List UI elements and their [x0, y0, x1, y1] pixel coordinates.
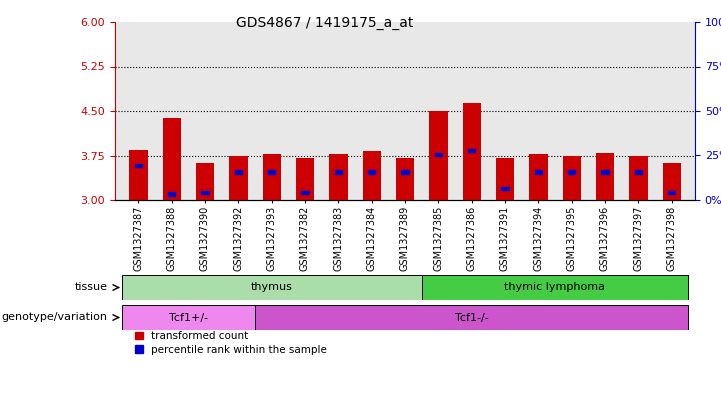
Bar — [135, 164, 142, 167]
Text: Tcf1+/-: Tcf1+/- — [169, 312, 208, 323]
Bar — [296, 158, 314, 200]
Bar — [501, 187, 509, 190]
Bar — [435, 153, 442, 156]
Legend: transformed count, percentile rank within the sample: transformed count, percentile rank withi… — [135, 331, 327, 354]
Bar — [634, 171, 642, 174]
Bar — [396, 158, 414, 200]
Bar — [601, 171, 609, 174]
Bar — [255, 305, 689, 330]
Bar — [535, 171, 542, 174]
Bar — [422, 275, 689, 300]
Text: thymus: thymus — [251, 283, 293, 292]
Bar — [668, 191, 676, 194]
Bar — [329, 154, 348, 200]
Bar — [462, 103, 481, 200]
Bar — [168, 193, 175, 196]
Bar — [234, 171, 242, 174]
Text: GDS4867 / 1419175_a_at: GDS4867 / 1419175_a_at — [236, 16, 413, 30]
Bar — [468, 149, 475, 152]
Bar — [268, 171, 275, 174]
Bar — [402, 171, 409, 174]
Bar — [122, 305, 255, 330]
Bar — [663, 163, 681, 200]
Bar — [335, 171, 342, 174]
Bar — [201, 191, 208, 194]
Bar — [562, 156, 581, 200]
Bar — [629, 156, 647, 200]
Bar — [196, 163, 214, 200]
Text: genotype/variation: genotype/variation — [1, 312, 108, 323]
Bar — [229, 156, 247, 200]
Bar — [301, 191, 309, 194]
Text: thymic lymphoma: thymic lymphoma — [505, 283, 606, 292]
Text: Tcf1-/-: Tcf1-/- — [455, 312, 489, 323]
Bar — [496, 158, 514, 200]
Bar — [162, 118, 181, 200]
Bar — [363, 151, 381, 200]
Bar — [596, 152, 614, 200]
Bar — [529, 154, 547, 200]
Bar — [129, 150, 148, 200]
Bar — [429, 111, 448, 200]
Bar — [368, 171, 376, 174]
Bar — [262, 154, 281, 200]
Bar — [568, 171, 575, 174]
Bar — [122, 275, 422, 300]
Text: tissue: tissue — [75, 283, 108, 292]
